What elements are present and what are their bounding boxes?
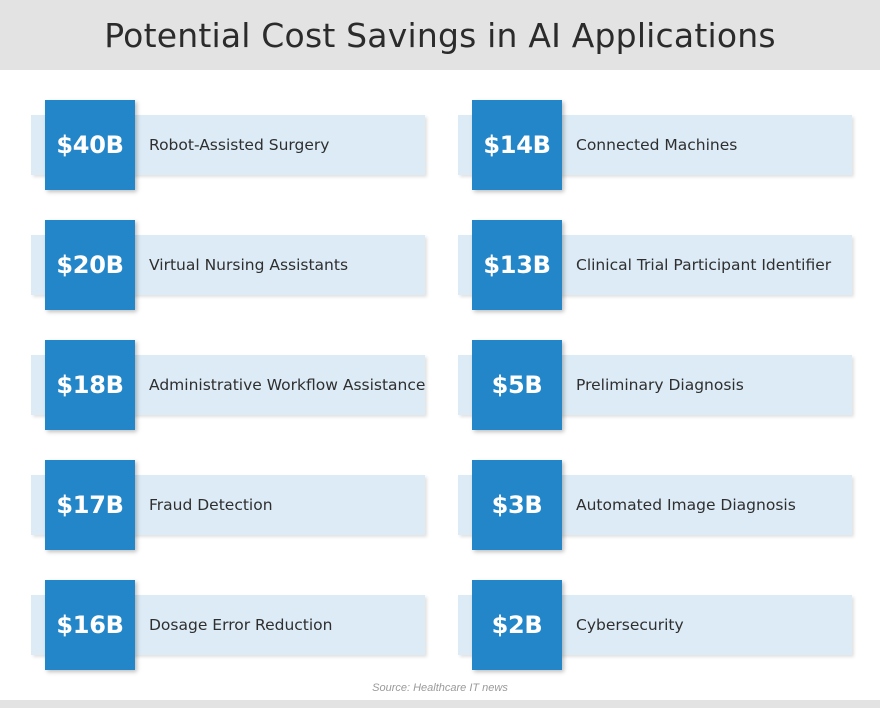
savings-card: $3B Automated Image Diagnosis: [458, 460, 852, 550]
footer-bar: [0, 700, 880, 708]
savings-value: $14B: [483, 131, 551, 159]
savings-value: $5B: [491, 371, 543, 399]
value-box: $40B: [45, 100, 135, 190]
value-box: $2B: [472, 580, 562, 670]
savings-value: $2B: [491, 611, 543, 639]
savings-card: $5B Preliminary Diagnosis: [458, 340, 852, 430]
savings-value: $13B: [483, 251, 551, 279]
savings-card: $2B Cybersecurity: [458, 580, 852, 670]
application-label: Robot-Assisted Surgery: [149, 136, 330, 154]
savings-card: $13B Clinical Trial Participant Identifie…: [458, 220, 852, 310]
savings-value: $40B: [56, 131, 124, 159]
application-label: Administrative Workflow Assistance: [149, 376, 426, 394]
value-box: $20B: [45, 220, 135, 310]
savings-value: $18B: [56, 371, 124, 399]
application-label: Virtual Nursing Assistants: [149, 256, 349, 274]
application-label: Cybersecurity: [576, 616, 684, 634]
value-box: $18B: [45, 340, 135, 430]
application-label: Automated Image Diagnosis: [576, 496, 796, 514]
source-note: Source: Healthcare IT news: [372, 682, 508, 694]
savings-card: $17B Fraud Detection: [31, 460, 425, 550]
value-box: $13B: [472, 220, 562, 310]
savings-card: $18B Administrative Workflow Assistance: [31, 340, 425, 430]
savings-card: $20B Virtual Nursing Assistants: [31, 220, 425, 310]
header-banner: Potential Cost Savings in AI Application…: [0, 0, 880, 70]
savings-card: $40B Robot-Assisted Surgery: [31, 100, 425, 190]
savings-card: $14B Connected Machines: [458, 100, 852, 190]
value-box: $3B: [472, 460, 562, 550]
application-label: Preliminary Diagnosis: [576, 376, 744, 394]
application-label: Clinical Trial Participant Identifier: [576, 256, 832, 274]
value-box: $16B: [45, 580, 135, 670]
chart-title: Potential Cost Savings in AI Application…: [104, 15, 776, 55]
savings-value: $16B: [56, 611, 124, 639]
application-label: Dosage Error Reduction: [149, 616, 333, 634]
value-box: $17B: [45, 460, 135, 550]
savings-value: $17B: [56, 491, 124, 519]
savings-card: $16B Dosage Error Reduction: [31, 580, 425, 670]
value-box: $14B: [472, 100, 562, 190]
savings-value: $3B: [491, 491, 543, 519]
value-box: $5B: [472, 340, 562, 430]
savings-value: $20B: [56, 251, 124, 279]
application-label: Fraud Detection: [149, 496, 273, 514]
application-label: Connected Machines: [576, 136, 738, 154]
